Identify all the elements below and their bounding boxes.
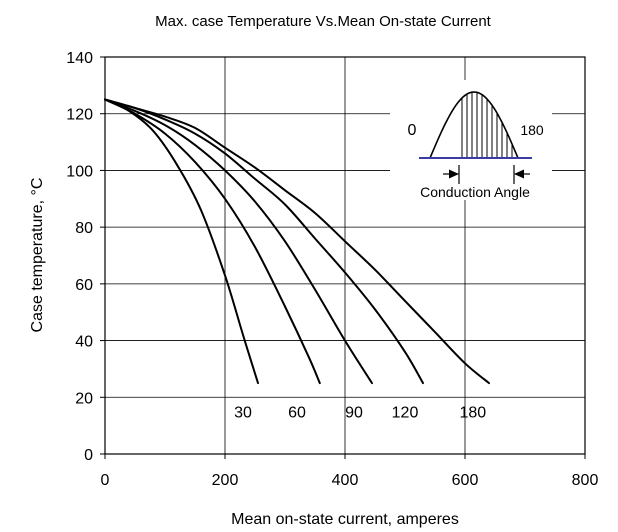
series-label-90: 90 xyxy=(345,404,363,421)
inset-label-180: 180 xyxy=(520,122,544,138)
series-layer xyxy=(104,98,490,385)
series-line-180 xyxy=(104,98,490,385)
y-tick-label: 80 xyxy=(75,220,93,237)
series-label-180: 180 xyxy=(459,404,486,421)
plot-frame xyxy=(104,56,586,455)
x-tick-label: 800 xyxy=(572,472,599,489)
y-tick-label: 140 xyxy=(66,50,93,67)
series-line-90 xyxy=(104,98,373,385)
x-tick-label: 200 xyxy=(212,472,239,489)
inset-left-arrowhead xyxy=(449,169,459,179)
x-tick-label: 0 xyxy=(101,472,110,489)
series-labels: 30 60 90 120 180 xyxy=(234,404,486,421)
y-tick-label: 0 xyxy=(84,447,93,464)
x-axis-label: Mean on-state current, amperes xyxy=(231,511,459,528)
inset-caption: Conduction Angle xyxy=(420,184,530,200)
x-tick-label: 400 xyxy=(332,472,359,489)
series-line-60 xyxy=(104,98,321,385)
inset-right-arrowhead xyxy=(514,169,524,179)
inset-sine-wave xyxy=(419,91,532,159)
inset-label-0: 0 xyxy=(408,122,417,139)
y-axis-label: Case temperature, °C xyxy=(29,178,46,333)
y-tick-label: 100 xyxy=(66,163,93,180)
y-tick-label: 120 xyxy=(66,107,93,124)
y-tick-label: 40 xyxy=(75,334,93,351)
x-tick-label: 600 xyxy=(452,472,479,489)
inset-background xyxy=(390,80,552,200)
series-label-30: 30 xyxy=(234,404,252,421)
chart-title: Max. case Temperature Vs.Mean On-state C… xyxy=(155,13,492,30)
series-line-120 xyxy=(104,98,424,385)
inset-hatch xyxy=(461,92,513,158)
series-label-120: 120 xyxy=(392,404,419,421)
y-tick-label: 20 xyxy=(75,390,93,407)
series-label-60: 60 xyxy=(288,404,306,421)
y-tick-label: 60 xyxy=(75,277,93,294)
conduction-angle-inset: 0 180 Conduction Angle xyxy=(390,80,552,200)
